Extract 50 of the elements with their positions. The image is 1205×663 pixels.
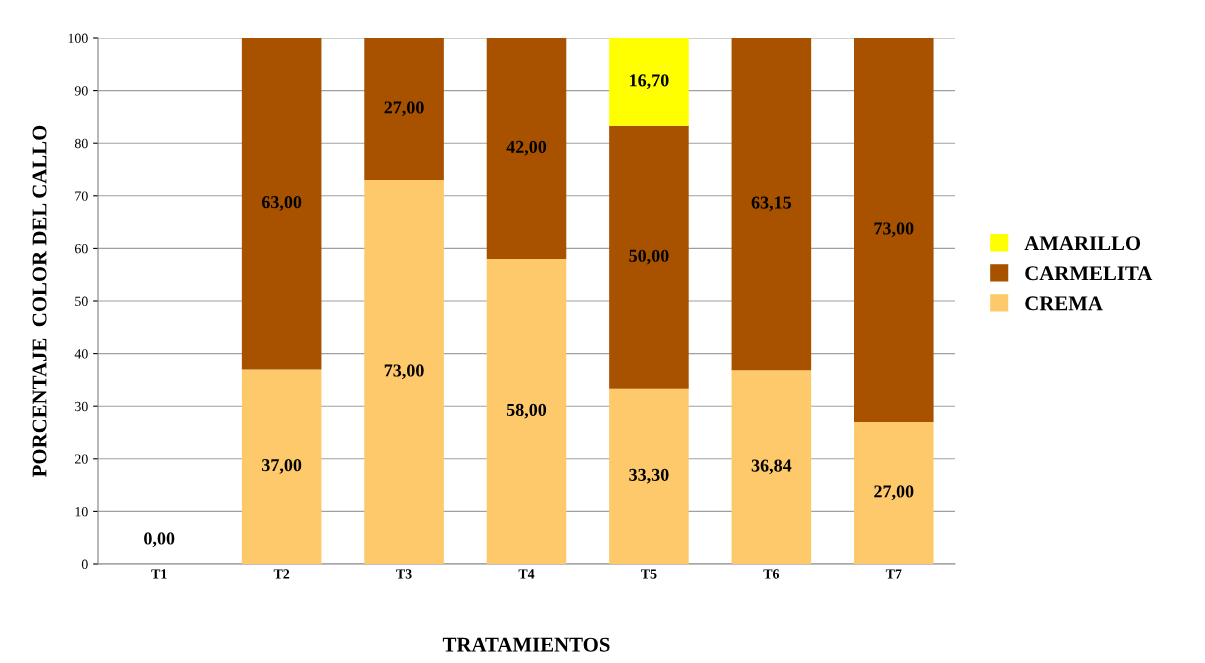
x-tick-label: T4 (518, 569, 535, 579)
data-label: 63,15 (751, 196, 792, 212)
bar (364, 38, 444, 181)
y-tick-label: 0 (81, 559, 88, 569)
x-tick-label: T1 (151, 569, 167, 579)
y-tick-label: 100 (68, 33, 88, 43)
legend-label: CREMA (1025, 296, 1103, 311)
bar (731, 38, 812, 371)
y-tick-label: 90 (74, 86, 88, 96)
bar (241, 369, 322, 564)
legend-label: CARMELITA (1025, 266, 1153, 281)
y-tick-label: 30 (75, 401, 88, 412)
bar (486, 258, 567, 564)
x-tick-label: T7 (885, 569, 902, 579)
x-axis-title: TRATAMIENTOS (442, 637, 610, 652)
bar (731, 370, 812, 564)
data-label: 27,00 (384, 101, 424, 117)
data-label: 58,00 (506, 403, 547, 419)
y-tick-label: 60 (74, 243, 88, 254)
bar (486, 38, 567, 259)
bar (241, 38, 322, 370)
bar (854, 421, 934, 564)
bar (609, 125, 689, 389)
data-label: 73,00 (384, 364, 424, 380)
x-tick-label: T2 (273, 569, 290, 579)
y-axis-title: PORCENTAJE COLOR DEL CALLO (32, 125, 47, 477)
data-label: 16,70 (630, 74, 669, 90)
y-tick-label: 10 (75, 506, 88, 517)
y-tick-label: 80 (74, 138, 88, 149)
data-label: 36,84 (751, 459, 792, 475)
data-label: 37,00 (262, 459, 302, 474)
bar (854, 38, 934, 422)
y-tick-label: 50 (75, 296, 88, 306)
data-label: 42,00 (506, 140, 547, 156)
data-label: 27,00 (874, 485, 914, 501)
bar (609, 38, 689, 126)
y-tick-label: 20 (75, 454, 88, 464)
y-tick-label: 70 (75, 191, 88, 201)
data-label: 73,00 (874, 222, 914, 238)
data-label: 63,00 (261, 196, 302, 211)
data-label: 0,00 (144, 532, 175, 548)
x-tick-label: T5 (641, 569, 657, 579)
y-tick-label: 40 (74, 349, 88, 359)
x-tick-label: T3 (396, 569, 412, 579)
data-label: 33,30 (629, 468, 669, 484)
data-label: 50,00 (629, 249, 669, 265)
bar (364, 180, 444, 564)
bar (609, 388, 689, 564)
legend-label: AMARILLO (1024, 236, 1141, 251)
x-tick-label: T6 (763, 569, 780, 579)
